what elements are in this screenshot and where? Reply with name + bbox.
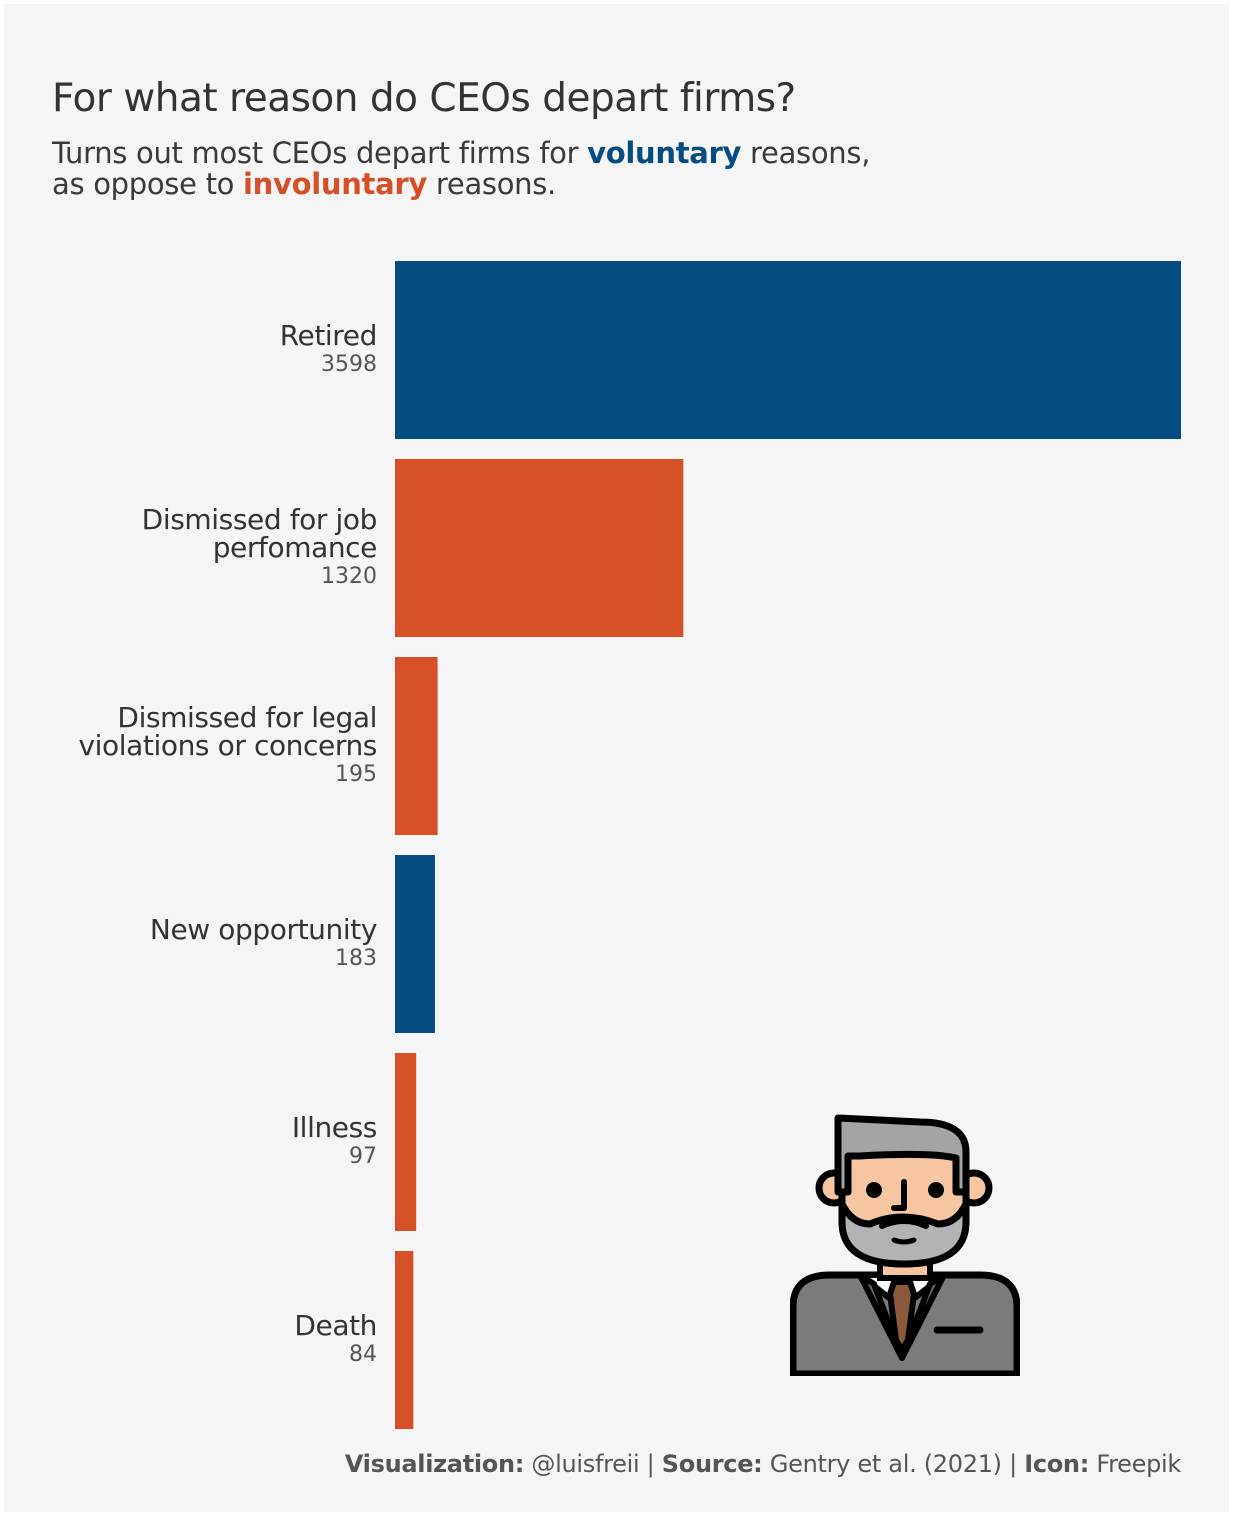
subtitle-line-2: as oppose to involuntary reasons. bbox=[52, 169, 870, 200]
category-label-3-0: New opportunity bbox=[150, 913, 377, 946]
chart-subtitle: Turns out most CEOs depart firms for vol… bbox=[52, 138, 870, 200]
chart-title: For what reason do CEOs depart firms? bbox=[52, 76, 796, 121]
category-label-1-0: Dismissed for job bbox=[142, 503, 377, 536]
value-label-5: 84 bbox=[349, 1342, 377, 1367]
involuntary-keyword: involuntary bbox=[243, 167, 427, 201]
category-label-1-1: perfomance bbox=[213, 531, 377, 564]
category-label-4-0: Illness bbox=[292, 1111, 377, 1144]
subtitle-line-1: Turns out most CEOs depart firms for vol… bbox=[52, 138, 870, 169]
caption-text: Freepik bbox=[1089, 1450, 1181, 1478]
caption-label: Source: bbox=[661, 1450, 763, 1478]
chart-caption: Visualization: @luisfreii | Source: Gent… bbox=[345, 1450, 1181, 1478]
category-label-2-1: violations or concerns bbox=[78, 729, 377, 762]
category-label-5-0: Death bbox=[294, 1309, 377, 1342]
bar-2 bbox=[395, 657, 438, 835]
voluntary-keyword: voluntary bbox=[587, 136, 742, 170]
caption-text: @luisfreii | bbox=[524, 1450, 662, 1478]
value-label-2: 195 bbox=[335, 762, 377, 787]
value-label-0: 3598 bbox=[321, 352, 377, 377]
subtitle-text: Turns out most CEOs depart firms for bbox=[52, 136, 588, 170]
subtitle-text: reasons. bbox=[427, 167, 556, 201]
subtitle-text: reasons, bbox=[741, 136, 871, 170]
bar-0 bbox=[395, 261, 1181, 439]
category-label-0-0: Retired bbox=[280, 319, 377, 352]
bar-4 bbox=[395, 1053, 417, 1231]
ceo-businessman-icon bbox=[790, 1114, 1020, 1376]
bar-3 bbox=[395, 855, 435, 1033]
category-label-2-0: Dismissed for legal bbox=[117, 701, 377, 734]
value-label-4: 97 bbox=[349, 1144, 377, 1169]
caption-label: Icon: bbox=[1024, 1450, 1090, 1478]
chart-panel bbox=[4, 4, 1229, 1512]
bar-1 bbox=[395, 459, 684, 637]
value-label-3: 183 bbox=[335, 946, 377, 971]
caption-label: Visualization: bbox=[344, 1450, 525, 1478]
caption-text: Gentry et al. (2021) | bbox=[762, 1450, 1025, 1478]
bar-5 bbox=[395, 1251, 414, 1429]
subtitle-text: as oppose to bbox=[52, 167, 244, 201]
value-label-1: 1320 bbox=[321, 564, 377, 589]
